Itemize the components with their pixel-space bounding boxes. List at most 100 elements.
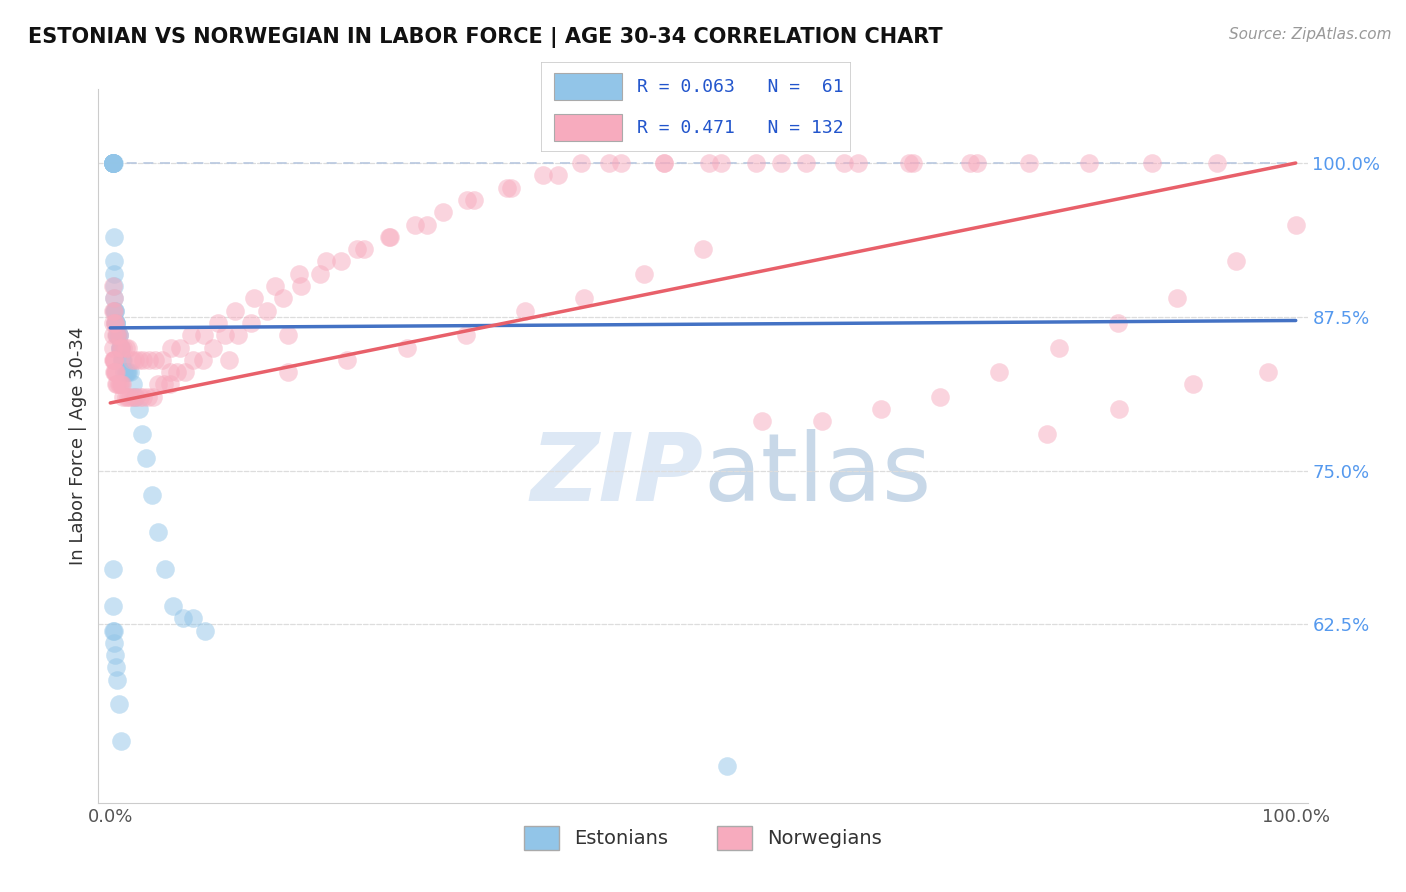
Point bbox=[264, 279, 287, 293]
Point bbox=[103, 352, 125, 367]
Point bbox=[105, 328, 128, 343]
Point bbox=[103, 279, 125, 293]
Point bbox=[105, 316, 128, 330]
Point bbox=[107, 698, 129, 712]
Text: R = 0.471   N = 132: R = 0.471 N = 132 bbox=[637, 119, 844, 136]
Point bbox=[224, 303, 246, 318]
Text: R = 0.063   N =  61: R = 0.063 N = 61 bbox=[637, 78, 844, 95]
Point bbox=[794, 156, 817, 170]
Point bbox=[1036, 426, 1059, 441]
Point bbox=[146, 525, 169, 540]
Point bbox=[110, 341, 132, 355]
Point bbox=[378, 230, 401, 244]
Point bbox=[103, 267, 125, 281]
Point bbox=[745, 156, 768, 170]
Point bbox=[117, 390, 139, 404]
Point bbox=[129, 390, 152, 404]
Point bbox=[1018, 156, 1040, 170]
Point bbox=[159, 377, 181, 392]
Point bbox=[194, 624, 217, 638]
Point bbox=[988, 365, 1011, 379]
Point bbox=[103, 156, 125, 170]
Point bbox=[346, 242, 368, 256]
Point bbox=[101, 156, 124, 170]
Point bbox=[114, 390, 136, 404]
Point bbox=[101, 156, 124, 170]
Point bbox=[142, 390, 165, 404]
Point bbox=[395, 341, 418, 355]
Point bbox=[121, 377, 143, 392]
Point bbox=[101, 624, 124, 638]
Point bbox=[1078, 156, 1101, 170]
Point bbox=[108, 341, 131, 355]
Point bbox=[138, 352, 160, 367]
Point bbox=[101, 156, 124, 170]
Point bbox=[105, 328, 128, 343]
Point bbox=[692, 242, 714, 256]
Point bbox=[103, 303, 125, 318]
Point bbox=[103, 365, 125, 379]
Point bbox=[128, 352, 150, 367]
Point bbox=[132, 390, 155, 404]
Point bbox=[287, 267, 309, 281]
Point bbox=[218, 352, 240, 367]
Point bbox=[101, 156, 124, 170]
Point bbox=[846, 156, 869, 170]
Point bbox=[330, 254, 353, 268]
Point bbox=[966, 156, 988, 170]
Point bbox=[832, 156, 855, 170]
Point bbox=[121, 352, 143, 367]
Point bbox=[159, 341, 181, 355]
Y-axis label: In Labor Force | Age 30-34: In Labor Force | Age 30-34 bbox=[69, 326, 87, 566]
Point bbox=[103, 636, 125, 650]
Point bbox=[610, 156, 633, 170]
Point bbox=[191, 352, 214, 367]
Point bbox=[110, 341, 132, 355]
Point bbox=[416, 218, 439, 232]
Point bbox=[132, 352, 155, 367]
Point bbox=[141, 488, 163, 502]
Point bbox=[101, 316, 124, 330]
Point bbox=[112, 390, 135, 404]
Point bbox=[1257, 365, 1279, 379]
Point bbox=[101, 352, 124, 367]
Point bbox=[901, 156, 924, 170]
FancyBboxPatch shape bbox=[554, 114, 621, 141]
Point bbox=[103, 254, 125, 268]
Point bbox=[108, 377, 131, 392]
Point bbox=[181, 352, 204, 367]
Point bbox=[103, 352, 125, 367]
Point bbox=[353, 242, 375, 256]
Point bbox=[277, 365, 299, 379]
Point bbox=[336, 352, 359, 367]
Point bbox=[159, 365, 181, 379]
Point bbox=[101, 328, 124, 343]
Point bbox=[547, 169, 569, 183]
Point bbox=[121, 390, 143, 404]
Point bbox=[101, 156, 124, 170]
Point bbox=[207, 316, 229, 330]
Point bbox=[101, 562, 124, 576]
Point bbox=[309, 267, 332, 281]
Point bbox=[112, 352, 135, 367]
Point bbox=[633, 267, 655, 281]
Point bbox=[105, 316, 128, 330]
Point bbox=[242, 291, 264, 305]
Point bbox=[240, 316, 263, 330]
Point bbox=[454, 328, 477, 343]
Point bbox=[751, 414, 773, 428]
Point bbox=[114, 341, 136, 355]
Point bbox=[101, 156, 124, 170]
Point bbox=[105, 377, 128, 392]
Point bbox=[456, 193, 478, 207]
Point bbox=[117, 341, 139, 355]
Point bbox=[111, 352, 134, 367]
Point bbox=[152, 352, 174, 367]
Point bbox=[105, 328, 128, 343]
Point bbox=[101, 156, 124, 170]
Point bbox=[120, 365, 142, 379]
Point bbox=[143, 352, 166, 367]
Point bbox=[105, 365, 128, 379]
Point bbox=[598, 156, 620, 170]
Point bbox=[101, 279, 124, 293]
